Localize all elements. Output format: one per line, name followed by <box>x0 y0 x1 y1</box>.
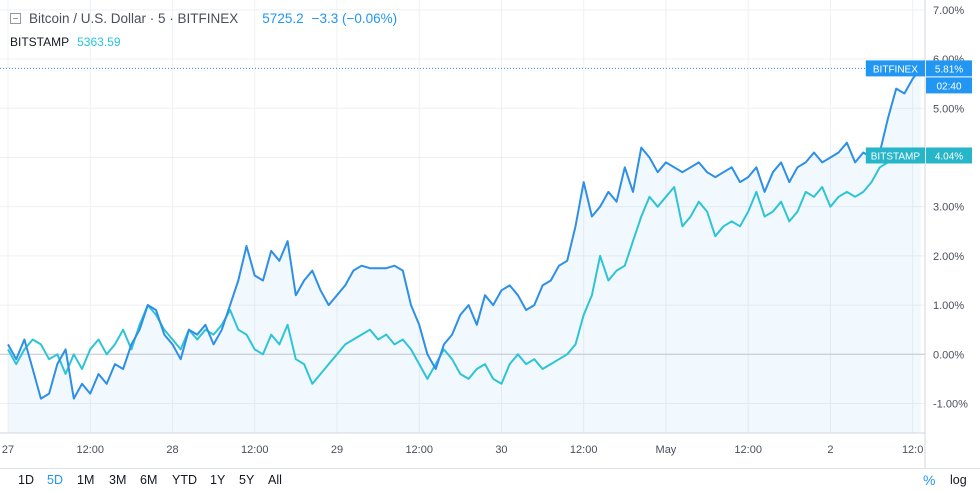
range-6m[interactable]: 6M <box>140 473 158 487</box>
x-tick-label: 12:00 <box>76 444 104 456</box>
range-3m[interactable]: 3M <box>109 473 127 487</box>
compare-symbol-name[interactable]: BITSTAMP <box>10 35 70 49</box>
range-5y[interactable]: 5Y <box>239 473 255 487</box>
symbol-title[interactable]: Bitcoin / U.S. Dollar · 5 · BITFINEX <box>29 10 239 26</box>
series-name-tag <box>865 60 925 77</box>
chart-legend: Bitcoin / U.S. Dollar · 5 · BITFINEX 572… <box>10 8 397 50</box>
x-axis-background <box>0 433 925 468</box>
series-name-tag <box>865 147 925 164</box>
price-tags: BITSTAMP 4.04% BITFINEX 5.81% 02:40 <box>865 60 972 164</box>
y-tick-label: 3.00% <box>933 202 964 214</box>
x-tick-label: 2 <box>827 444 833 456</box>
x-tick-label: 30 <box>495 444 507 456</box>
countdown-tag-label: 02:40 <box>936 81 961 92</box>
bitstamp-price-tag: BITSTAMP 4.04% <box>865 147 972 164</box>
x-tick-label: 12:00 <box>241 444 269 456</box>
y-tick-label: -1.00% <box>933 398 968 410</box>
grid <box>0 0 925 433</box>
series-value-tag <box>926 147 972 164</box>
symbol-change: −3.3 (−0.06%) <box>311 10 398 26</box>
x-axis[interactable]: 27 12:00 28 12:00 29 12:00 30 12:00 May 12:00 2 12:… <box>2 444 923 456</box>
range-5d[interactable]: 5D <box>47 473 63 487</box>
collapse-legend-icon[interactable] <box>10 12 21 24</box>
series-name-tag-label: BITFINEX <box>873 64 918 75</box>
range-1m[interactable]: 1M <box>77 473 95 487</box>
series-name-tag-label: BITSTAMP <box>871 151 921 162</box>
x-tick-label: May <box>656 444 677 456</box>
series-value-tag-label: 5.81% <box>935 64 963 75</box>
compare-symbol-price: 5363.59 <box>77 35 121 49</box>
series-line-bitstamp[interactable] <box>7 154 897 385</box>
x-tick-label: 12:00 <box>405 444 433 456</box>
series-line-bitfinex[interactable] <box>7 67 922 400</box>
symbol-last-price: 5725.2 <box>262 10 304 26</box>
y-tick-label: 0.00% <box>933 349 964 361</box>
x-tick-label: 12:00 <box>734 444 762 456</box>
x-tick-label: 27 <box>2 444 14 456</box>
series-value-tag <box>926 60 972 77</box>
area-fill <box>8 68 921 434</box>
y-tick-label: 7.00% <box>933 5 964 17</box>
countdown-tag <box>926 77 972 94</box>
y-tick-label: 1.00% <box>933 300 964 312</box>
x-tick-label: 12:00 <box>570 444 598 456</box>
bottom-toolbar: 1D 5D 1M 3M 6M YTD 1Y 5Y All % log <box>0 468 980 492</box>
main-series-fill <box>8 68 921 434</box>
chart-area[interactable]: 7.00%6.00%5.00%4.00%3.00%2.00%1.00%0.00%… <box>0 0 980 468</box>
series-layer <box>7 67 922 400</box>
log-scale-toggle[interactable]: log <box>950 473 967 487</box>
x-tick-label: 12:0 <box>902 444 923 456</box>
bitfinex-price-tag: BITFINEX 5.81% 02:40 <box>865 60 972 94</box>
range-all[interactable]: All <box>268 473 282 487</box>
x-tick-label: 29 <box>331 444 343 456</box>
series-value-tag-label: 4.04% <box>935 151 963 162</box>
y-tick-label: 5.00% <box>933 103 964 115</box>
range-1y[interactable]: 1Y <box>210 473 226 487</box>
percent-scale-toggle[interactable]: % <box>923 472 936 488</box>
y-tick-label: 2.00% <box>933 251 964 263</box>
range-ytd[interactable]: YTD <box>172 473 197 487</box>
x-tick-label: 28 <box>166 444 178 456</box>
range-1d[interactable]: 1D <box>18 473 34 487</box>
